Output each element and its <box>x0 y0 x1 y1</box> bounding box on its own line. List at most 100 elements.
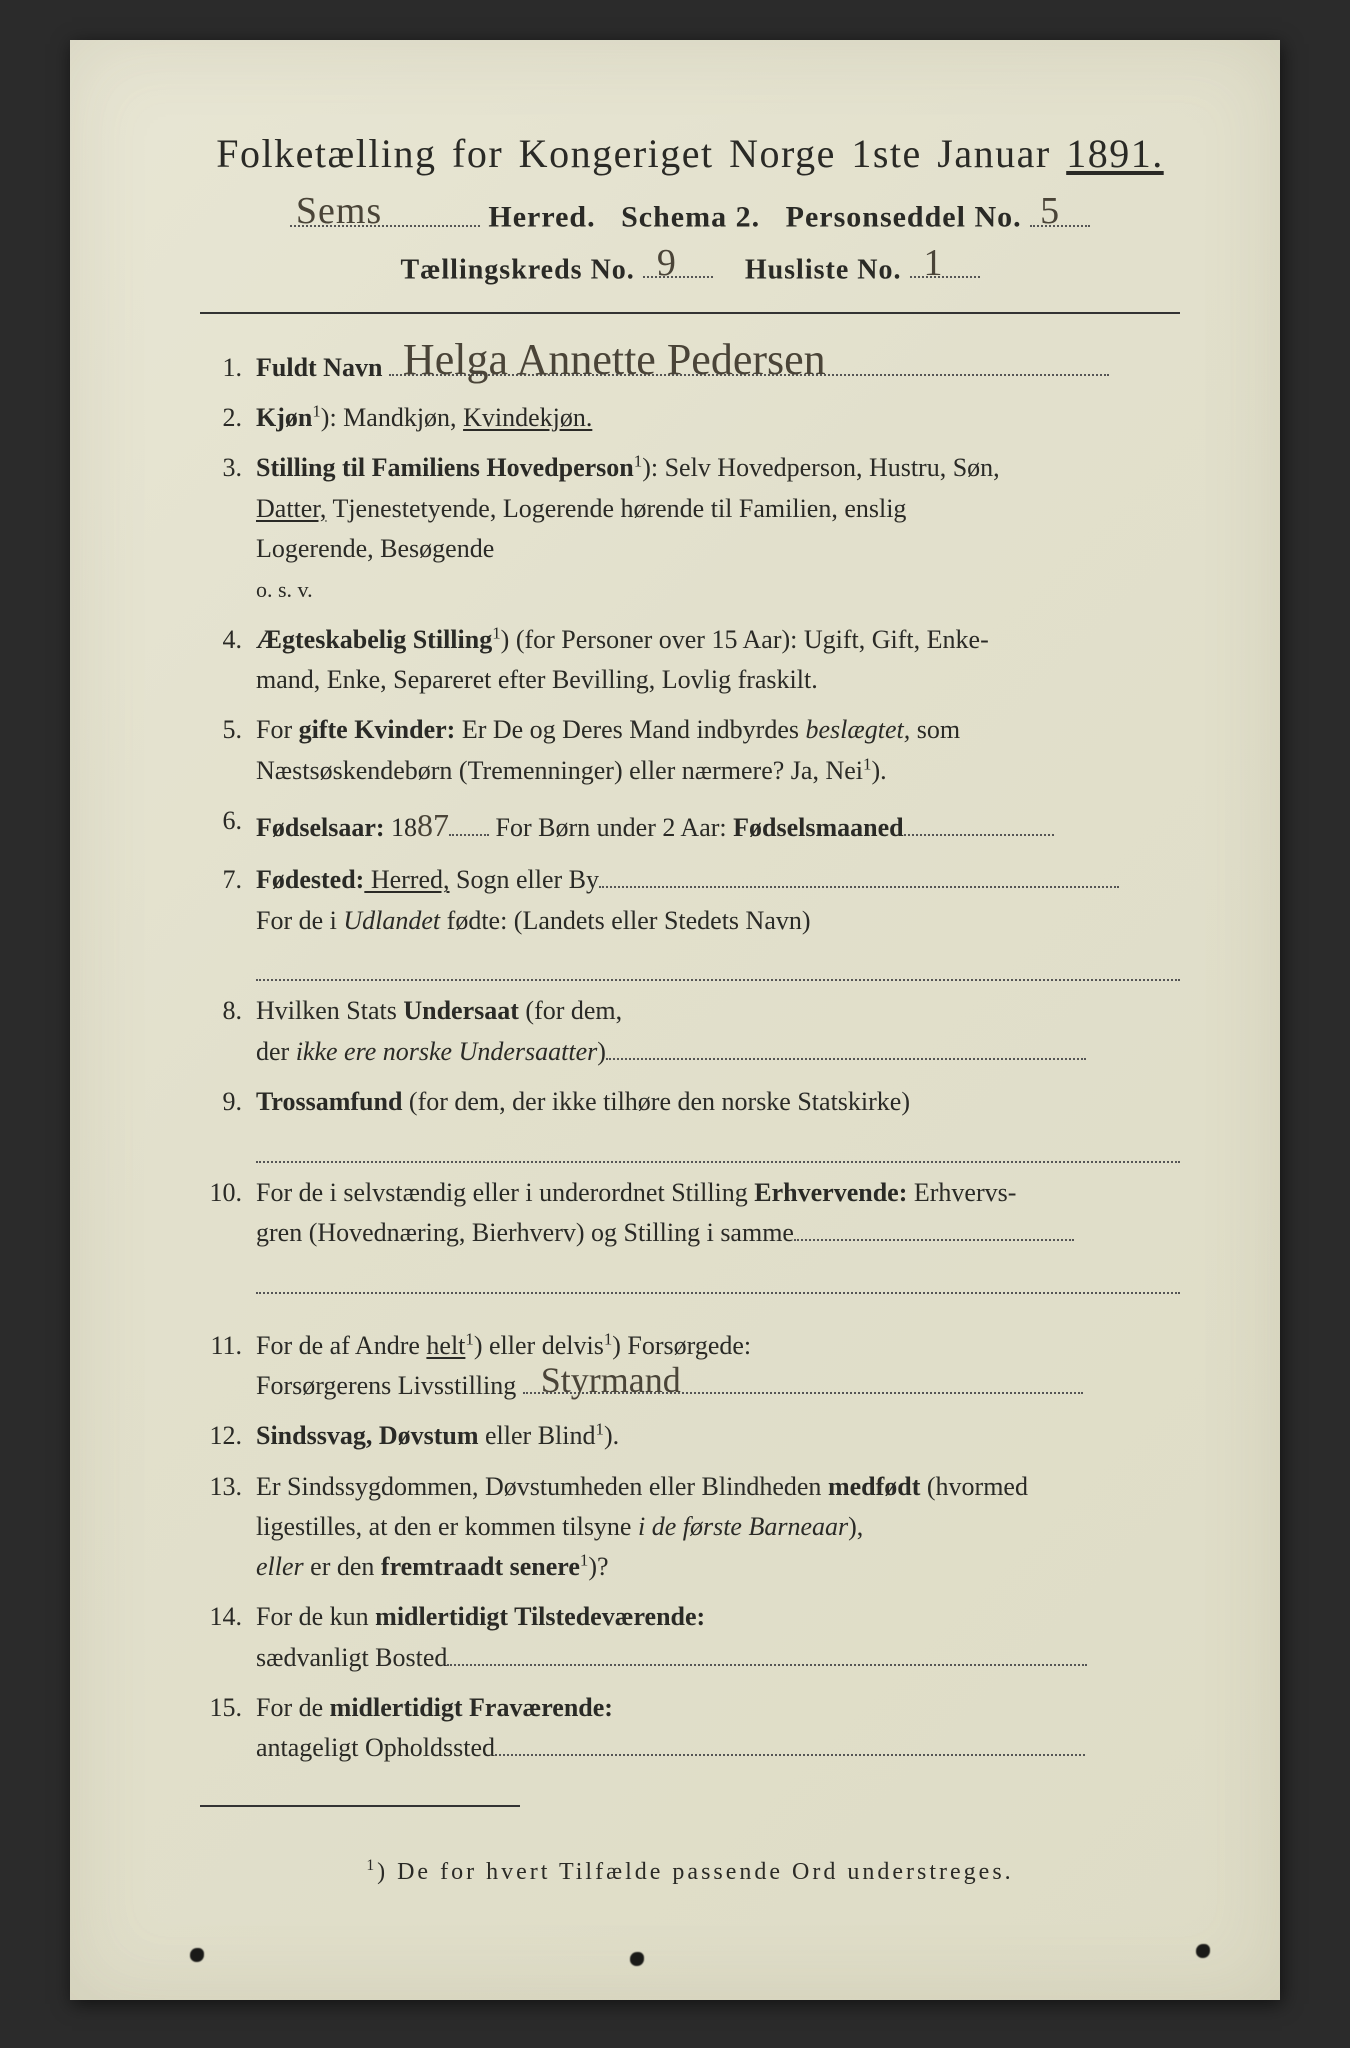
item-13-num: 13. <box>200 1467 256 1588</box>
item-12: 12. Sindssvag, Døvstum eller Blind1). <box>200 1416 1180 1456</box>
item-8-line2a: der <box>256 1037 296 1066</box>
item-4-sup: 1 <box>492 623 500 642</box>
item-2-body: Kjøn1): Mandkjøn, Kvindekjøn. <box>256 398 1180 438</box>
item-5-body: For gifte Kvinder: Er De og Deres Mand i… <box>256 710 1180 791</box>
item-13-line1b: (hvormed <box>920 1472 1028 1501</box>
husliste-label: Husliste No. <box>745 254 902 285</box>
item-6-num: 6. <box>200 801 256 851</box>
item-15-line2: antageligt Opholdssted <box>256 1733 495 1762</box>
item-8-dots <box>606 1032 1086 1059</box>
item-14-line1a: For de kun <box>256 1602 375 1631</box>
item-13-bold1: medfødt <box>828 1472 920 1501</box>
item-10-bold: Erhvervende: <box>754 1178 907 1207</box>
tkreds-field: 9 <box>643 249 713 278</box>
item-12-rest: eller Blind <box>479 1421 596 1450</box>
item-5-line2a: Næstsøskendebørn (Tremenninger) eller næ… <box>256 756 863 785</box>
item-3-datter: Datter, <box>256 494 326 523</box>
item-7-num: 7. <box>200 860 256 981</box>
form-items: 1. Fuldt Navn Helga Annette Pedersen 2. … <box>200 348 1180 1769</box>
item-7-body: Fødested: Herred, Sogn eller By For de i… <box>256 860 1180 981</box>
item-2-sup: 1 <box>312 402 320 421</box>
item-9-num: 9. <box>200 1082 256 1163</box>
item-7-label: Fødested: <box>256 865 364 894</box>
item-7-underlined: Herred, <box>364 865 449 894</box>
ink-blot-icon <box>190 1948 204 1962</box>
title-year: 1891. <box>1066 131 1164 176</box>
tkreds-hand: 9 <box>657 246 677 280</box>
herred-label: Herred. <box>488 201 595 234</box>
form-header: Folketælling for Kongeriget Norge 1ste J… <box>200 130 1180 286</box>
item-6: 6. Fødselsaar: 1887 For Børn under 2 Aar… <box>200 801 1180 851</box>
item-11-body: For de af Andre helt1) eller delvis1) Fo… <box>256 1326 1180 1407</box>
item-10-line1b: Erhvervs- <box>907 1178 1016 1207</box>
item-10-line2: gren (Hovednæring, Bierhverv) og Stillin… <box>256 1218 794 1247</box>
name-handwritten: Helga Annette Pedersen <box>403 340 826 380</box>
header-rule <box>200 312 1180 314</box>
item-9: 9. Trossamfund (for dem, der ikke tilhør… <box>200 1082 1180 1163</box>
item-13-line2a: ligestilles, at den er kommen tilsyne <box>256 1512 638 1541</box>
item-7-dots <box>599 861 1119 888</box>
item-12-body: Sindssvag, Døvstum eller Blind1). <box>256 1416 1180 1456</box>
footnote-rule <box>200 1805 520 1807</box>
item-3-num: 3. <box>200 448 256 609</box>
item-7-line2a: For de i <box>256 906 343 935</box>
item-6-mid: For Børn under 2 Aar: <box>489 813 733 842</box>
footnote-sup: 1 <box>366 1857 377 1874</box>
item-13-line3b: er den <box>304 1552 381 1581</box>
item-8-ital: ikke ere norske Undersaatter <box>296 1037 598 1066</box>
item-7-ital: Udlandet <box>343 906 440 935</box>
item-12-num: 12. <box>200 1416 256 1456</box>
item-14-dots <box>447 1638 1087 1665</box>
item-11-u1: helt <box>426 1331 465 1360</box>
personseddel-no-hand: 5 <box>1040 194 1060 228</box>
item-8-line1b: (for dem, <box>519 996 622 1025</box>
item-4-rest1: ) (for Personer over 15 Aar): Ugift, Gif… <box>501 625 989 654</box>
item-11-num: 11. <box>200 1326 256 1407</box>
item-13-ital: i de første Barneaar <box>638 1512 848 1541</box>
item-15-dots <box>495 1729 1085 1756</box>
item-2-underlined: Kvindekjøn. <box>463 403 592 432</box>
ink-blot-icon <box>1196 1944 1210 1958</box>
item-5-pre: For <box>256 715 299 744</box>
item-5-rest1: Er De og Deres Mand indbyrdes <box>455 715 805 744</box>
item-6-label: Fødselsaar: <box>256 813 385 842</box>
item-6-label2: Fødselsmaaned <box>733 813 903 842</box>
item-13-body: Er Sindssygdommen, Døvstumheden eller Bl… <box>256 1467 1180 1588</box>
herred-handwritten: Sems <box>296 194 382 228</box>
census-form-page: Folketælling for Kongeriget Norge 1ste J… <box>70 40 1280 2000</box>
item-4-num: 4. <box>200 620 256 701</box>
item-12-sup: 1 <box>596 1420 604 1439</box>
item-11: 11. For de af Andre helt1) eller delvis1… <box>200 1326 1180 1407</box>
item-3-rest1: ): Selv Hovedperson, Hustru, Søn, <box>642 453 999 482</box>
item-11-line1a: For de af Andre <box>256 1331 426 1360</box>
footnote-text: ) De for hvert Tilfælde passende Ord und… <box>377 1859 1014 1885</box>
item-7: 7. Fødested: Herred, Sogn eller By For d… <box>200 860 1180 981</box>
item-14-line2: sædvanligt Bosted <box>256 1643 447 1672</box>
ink-blot-icon <box>630 1952 644 1966</box>
item-15: 15. For de midlertidigt Fraværende: anta… <box>200 1688 1180 1769</box>
item-11-field: Styrmand <box>523 1367 1083 1394</box>
personseddel-no-field: 5 <box>1030 195 1090 227</box>
item-9-body: Trossamfund (for dem, der ikke tilhøre d… <box>256 1082 1180 1163</box>
item-10-dotsrow <box>256 1257 1180 1293</box>
item-8: 8. Hvilken Stats Undersaat (for dem, der… <box>200 991 1180 1072</box>
item-13: 13. Er Sindssygdommen, Døvstumheden elle… <box>200 1467 1180 1588</box>
item-1-num: 1. <box>200 348 256 388</box>
item-5-num: 5. <box>200 710 256 791</box>
item-14-body: For de kun midlertidigt Tilstedeværende:… <box>256 1597 1180 1678</box>
schema-label: Schema 2. <box>621 201 760 234</box>
item-3-label: Stilling til Familiens Hovedperson <box>256 453 634 482</box>
title-prefix: Folketælling for Kongeriget Norge 1ste J… <box>216 131 1066 176</box>
item-4-body: Ægteskabelig Stilling1) (for Personer ov… <box>256 620 1180 701</box>
husliste-field: 1 <box>910 249 980 278</box>
item-14-bold: midlertidigt Tilstedeværende: <box>375 1602 705 1631</box>
item-11-mid: ) eller delvis <box>474 1331 604 1360</box>
header-line-3: Tællingskreds No. 9 Husliste No. 1 <box>200 249 1180 286</box>
item-13-line2b: ), <box>848 1512 863 1541</box>
item-7-line2b: fødte: (Landets eller Stedets Navn) <box>440 906 810 935</box>
item-13-line3c: )? <box>588 1552 608 1581</box>
item-3-line3: Logerende, Besøgende <box>256 534 494 563</box>
item-7-rest: Sogn eller By <box>450 865 600 894</box>
item-15-bold: midlertidigt Fraværende: <box>330 1693 613 1722</box>
item-12-tail: ). <box>604 1421 619 1450</box>
